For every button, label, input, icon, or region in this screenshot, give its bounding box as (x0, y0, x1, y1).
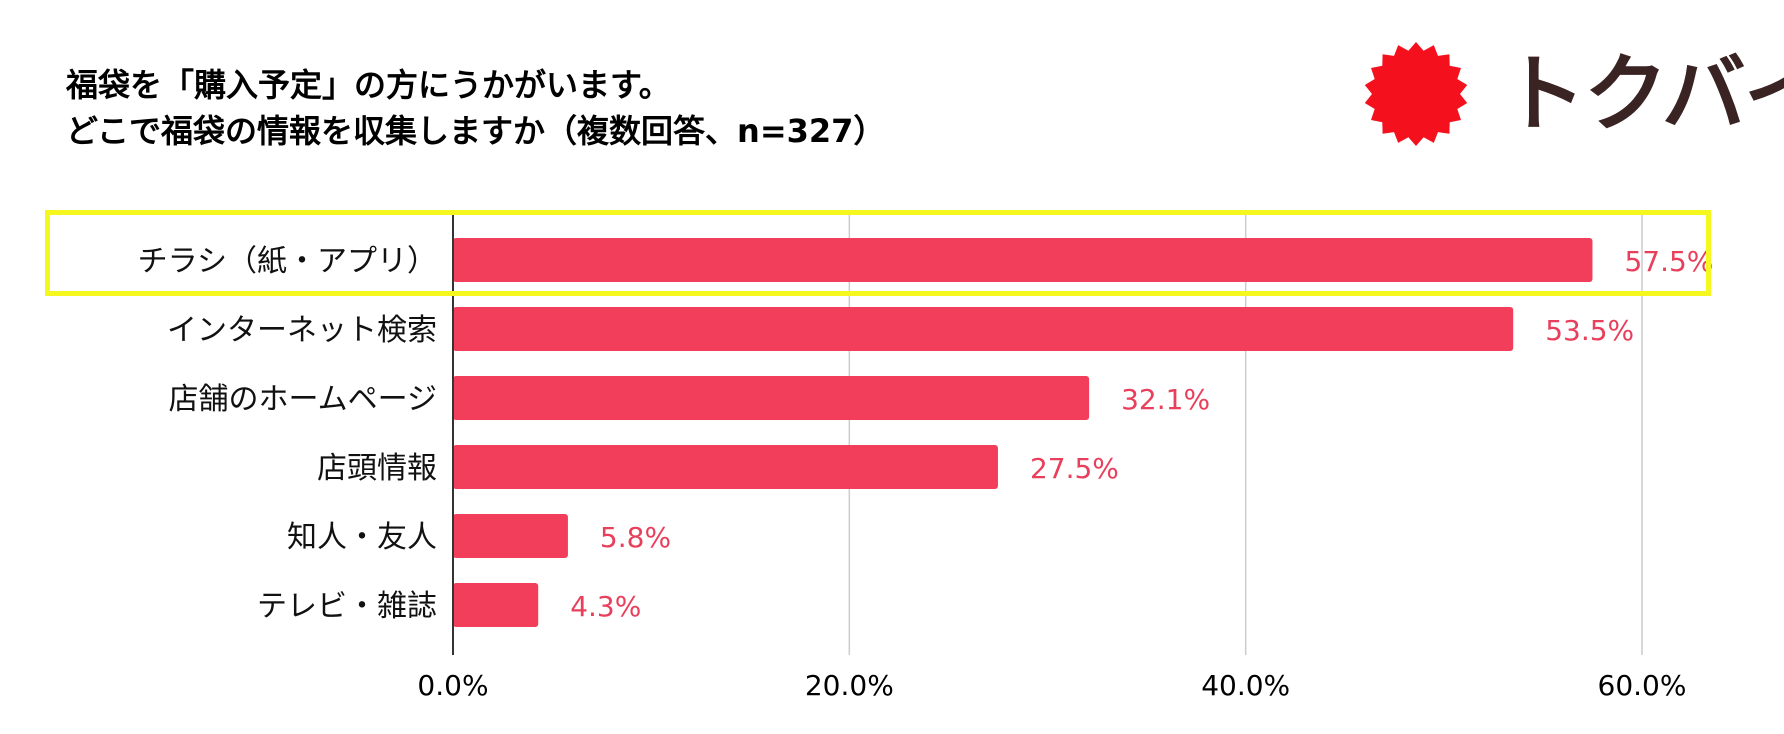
brand-logo: トクバイ (1362, 40, 1784, 150)
value-label: 32.1% (1121, 383, 1210, 416)
bar (453, 238, 1593, 282)
starburst-icon (1364, 42, 1468, 146)
x-tick-label: 0.0% (417, 669, 488, 702)
chart-title-line1: 福袋を「購入予定」の方にうかがいます。 (66, 66, 671, 104)
value-label: 4.3% (570, 590, 641, 623)
chart-title: 福袋を「購入予定」の方にうかがいます。 どこで福袋の情報を収集しますか（複数回答… (66, 62, 885, 154)
bar (453, 445, 998, 489)
category-label: 店頭情報 (317, 451, 437, 486)
bar (453, 583, 539, 627)
x-tick-label: 60.0% (1598, 669, 1687, 702)
category-label: テレビ・雑誌 (257, 589, 437, 624)
bar (453, 376, 1090, 420)
category-label: 店舗のホームページ (169, 382, 438, 417)
brand-name: トクバイ (1502, 45, 1784, 143)
value-label: 57.5% (1624, 245, 1713, 278)
value-label: 27.5% (1030, 452, 1119, 485)
x-tick-label: 40.0% (1201, 669, 1290, 702)
chart-title-line2: どこで福袋の情報を収集しますか（複数回答、n=327） (66, 112, 886, 150)
value-label: 5.8% (600, 521, 671, 554)
bar (453, 514, 568, 558)
value-label: 53.5% (1545, 314, 1634, 347)
category-label: チラシ（紙・アプリ） (138, 244, 437, 279)
category-label: 知人・友人 (287, 520, 437, 555)
bar (453, 307, 1514, 351)
highlight-box (45, 210, 1711, 296)
category-label: インターネット検索 (167, 313, 437, 348)
x-tick-label: 20.0% (805, 669, 894, 702)
